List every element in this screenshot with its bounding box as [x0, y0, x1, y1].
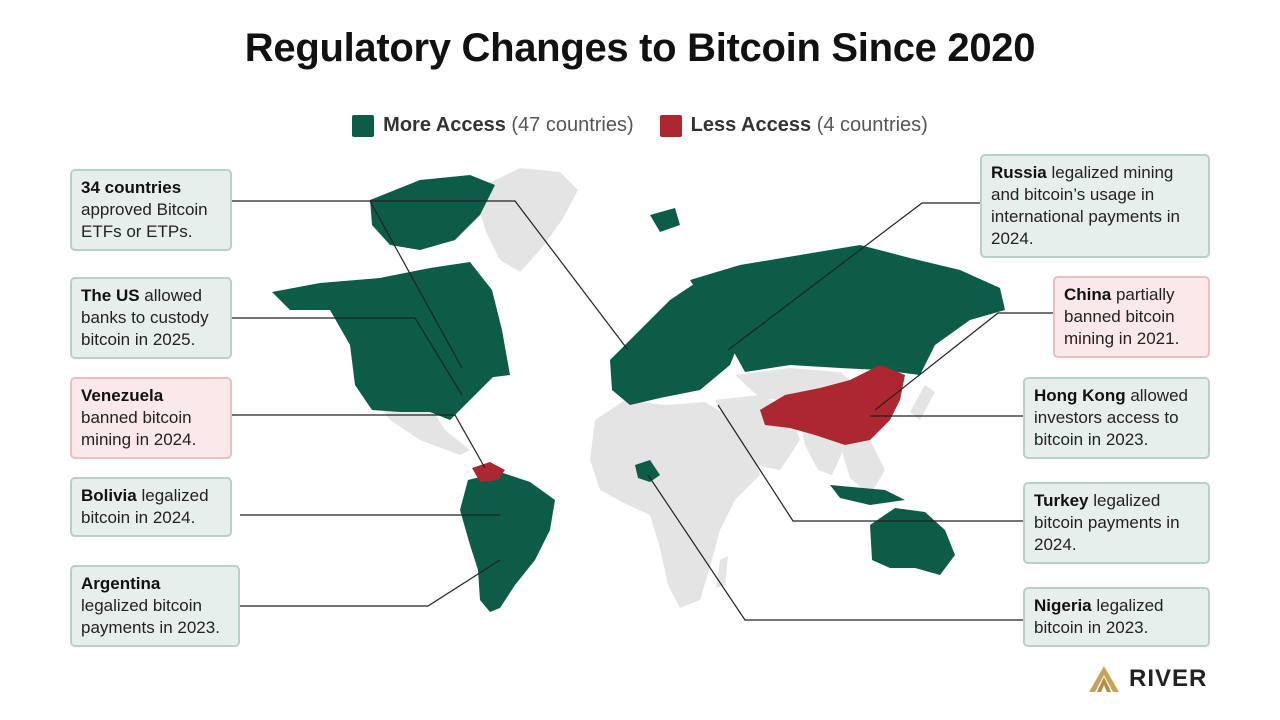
- neutral-land: [375, 168, 935, 608]
- callout-argentina-text: legalized bitcoin payments in 2023.: [81, 596, 220, 637]
- legend-more-count: (47 countries): [511, 114, 634, 136]
- callout-us-bold: The US: [81, 286, 140, 305]
- callout-argentina-bold: Argentina: [81, 574, 161, 593]
- australia-shape: [870, 508, 955, 575]
- callout-turkey: Turkey legalized bitcoin payments in 202…: [1023, 482, 1210, 564]
- callout-bolivia-bold: Bolivia: [81, 486, 137, 505]
- leader-us: [232, 317, 463, 396]
- united-states-shape: [350, 340, 495, 420]
- page-title: Regulatory Changes to Bitcoin Since 2020: [244, 26, 1036, 70]
- callout-etf-bold: 34 countries: [81, 178, 182, 197]
- leader-venezuela: [232, 414, 486, 469]
- callout-argentina: Argentina legalized bitcoin payments in …: [70, 565, 240, 647]
- callout-china-text: partially banned bitcoin mining in 2021.: [1064, 285, 1180, 348]
- callout-hongkong-bold: Hong Kong: [1034, 386, 1126, 405]
- madagascar-shape: [716, 556, 728, 588]
- callout-nigeria-text: legalized bitcoin in 2023.: [1034, 596, 1164, 637]
- legend-more-label: More Access: [383, 114, 506, 136]
- callout-venezuela-bold: Venezuela: [81, 386, 164, 405]
- callout-hongkong: Hong Kong allowed investors access to bi…: [1023, 377, 1210, 459]
- leader-lines: [232, 200, 1055, 621]
- callout-russia-text: legalized mining and bitcoin’s usage in …: [991, 163, 1181, 248]
- river-logo-icon: [1089, 666, 1119, 692]
- russia-shape: [690, 245, 1005, 375]
- legend-less-count: (4 countries): [816, 114, 928, 136]
- callout-nigeria-bold: Nigeria: [1034, 596, 1092, 615]
- callout-bolivia: Bolivia legalized bitcoin in 2024.: [70, 477, 232, 537]
- nigeria-shape: [635, 460, 660, 482]
- venezuela-shape: [472, 462, 505, 482]
- callout-china: China partially banned bitcoin mining in…: [1053, 276, 1210, 358]
- china-shape: [760, 365, 905, 445]
- indonesia-shape: [830, 485, 905, 505]
- callout-turkey-text: legalized bitcoin payments in 2024.: [1034, 491, 1180, 554]
- leader-nigeria: [647, 474, 1023, 621]
- africa-shape: [590, 400, 760, 608]
- canada-north-islands-shape: [370, 175, 495, 250]
- callout-russia: Russia legalized mining and bitcoin’s us…: [980, 154, 1210, 258]
- more-access-regions: [272, 175, 1005, 612]
- svalbard-shape: [650, 208, 680, 232]
- mexico-shape: [375, 400, 470, 455]
- callout-china-bold: China: [1064, 285, 1112, 304]
- less-access-swatch: [659, 114, 682, 137]
- callout-us: The US allowed banks to custody bitcoin …: [70, 277, 232, 359]
- leader-russia: [727, 202, 980, 351]
- legend-less-label: Less Access: [690, 114, 812, 136]
- callout-etf: 34 countries approved Bitcoin ETFs or ET…: [70, 169, 232, 251]
- river-wordmark: RIVER: [1129, 665, 1208, 692]
- legend: More Access (47 countries) Less Access (…: [0, 114, 1280, 137]
- leader-etf: [232, 200, 629, 351]
- leader-etf-2: [369, 200, 463, 369]
- europe-shape: [610, 280, 740, 405]
- greenland-shape: [478, 168, 578, 272]
- callout-us-text: allowed banks to custody bitcoin in 2025…: [81, 286, 209, 349]
- less-access-regions: [472, 365, 905, 482]
- callout-turkey-bold: Turkey: [1034, 491, 1089, 510]
- more-access-swatch: [352, 114, 375, 137]
- callout-bolivia-text: legalized bitcoin in 2024.: [81, 486, 209, 527]
- south-america-shape: [460, 472, 555, 612]
- callout-etf-text: approved Bitcoin ETFs or ETPs.: [81, 200, 208, 241]
- legend-item-less-access: Less Access (4 countries): [659, 114, 928, 137]
- leader-argentina: [240, 559, 501, 607]
- callout-venezuela-text: banned bitcoin mining in 2024.: [81, 408, 197, 449]
- legend-item-more-access: More Access (47 countries): [352, 114, 634, 137]
- callout-russia-bold: Russia: [991, 163, 1047, 182]
- southeast-asia-shape: [840, 440, 885, 495]
- japan-shape: [910, 385, 935, 420]
- callout-nigeria: Nigeria legalized bitcoin in 2023.: [1023, 587, 1210, 647]
- leader-turkey: [717, 404, 1023, 522]
- callout-hongkong-text: allowed investors access to bitcoin in 2…: [1034, 386, 1188, 449]
- river-logo: RIVER: [1087, 664, 1207, 694]
- callout-venezuela: Venezuela banned bitcoin mining in 2024.: [70, 377, 232, 459]
- leader-china: [874, 312, 1055, 411]
